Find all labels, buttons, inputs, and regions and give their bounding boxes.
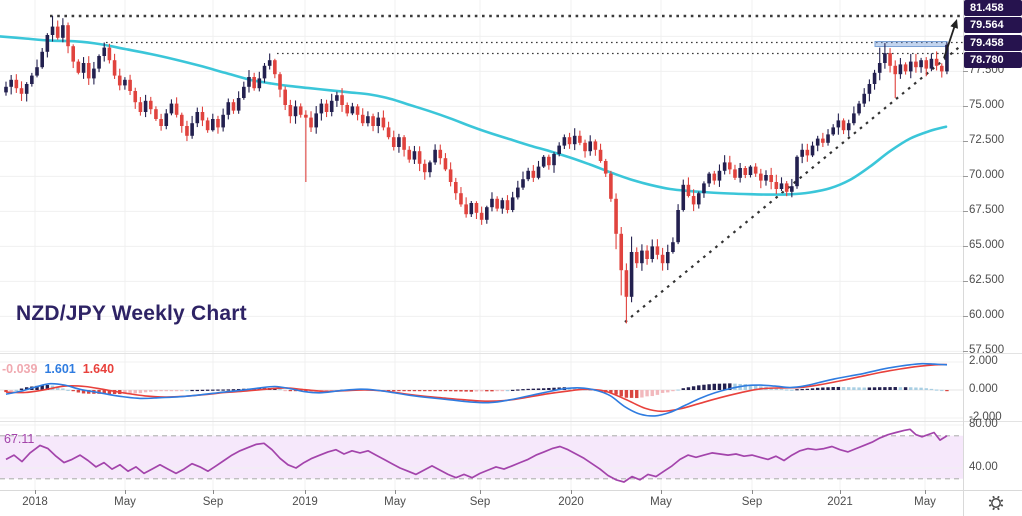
rsi-axis-label: 80.00 [969,418,998,430]
rsi-band [0,424,963,480]
x-axis-label: 2019 [292,496,318,508]
y-axis-label: 67.500 [969,204,1005,217]
gridlines-layer [0,0,963,490]
x-axis-label: 2021 [827,496,853,508]
y-axis-tick [963,176,968,178]
y-axis-label: 70.000 [969,169,1005,182]
x-axis-label: Sep [202,496,224,508]
price-tag: 78.780 [964,52,1022,68]
breakout-arrow-icon[interactable] [943,19,958,59]
x-axis-label: May [914,496,936,508]
x-axis-label: May [114,496,136,508]
y-axis-label: 75.000 [969,99,1005,112]
candles-layer [4,15,949,324]
gear-icon [988,495,1004,511]
rsi-value: 67.11 [4,432,35,446]
x-axis-tick [125,490,126,494]
x-axis-label: 2018 [22,496,48,508]
x-axis-tick [305,490,306,494]
x-axis-tick [35,490,36,494]
trendline[interactable] [624,43,963,323]
x-axis-tick [925,490,926,494]
x-axis-tick [752,490,753,494]
y-axis-label: 57.500 [969,344,1005,357]
macd-signal-value: 1.640 [82,362,115,376]
price-tag: 79.458 [964,35,1022,51]
dotted-level-rays[interactable] [50,14,963,55]
macd-indicator-values: -0.039 1.601 1.640 [2,362,121,376]
price-tag: 79.564 [964,17,1022,33]
y-axis-tick [963,281,968,283]
macd-axis-label: 2.000 [969,355,998,367]
price-tag: 81.458 [964,0,1022,16]
x-axis-label: May [384,496,406,508]
x-axis-tick [395,490,396,494]
macd-line-value: 1.601 [44,362,76,376]
chart-title: NZD/JPY Weekly Chart [16,302,247,325]
y-axis-label: 60.000 [969,309,1005,322]
y-axis-tick [963,71,968,73]
settings-button[interactable] [982,492,1010,514]
x-axis-label: 2020 [558,496,584,508]
y-axis-label: 65.000 [969,239,1005,252]
x-axis-tick [571,490,572,494]
x-axis-tick [840,490,841,494]
x-axis-tick [480,490,481,494]
y-axis-tick [963,211,968,213]
macd-histogram-value: -0.039 [2,362,38,376]
x-axis-tick [213,490,214,494]
rsi-axis-label: 40.00 [969,461,998,473]
rsi-line [5,428,948,483]
macd-lines [5,362,948,417]
y-axis-tick [963,351,968,353]
x-axis-label: May [650,496,672,508]
y-axis-tick [963,316,968,318]
x-axis-tick [661,490,662,494]
y-axis-tick [963,141,968,143]
x-axis-label: Sep [741,496,763,508]
macd-axis-label: -2.000 [969,411,1002,423]
resistance-zone[interactable] [874,41,948,48]
macd-axis-label: 0.000 [969,383,998,395]
x-axis-label: Sep [469,496,491,508]
y-axis-label: 62.500 [969,274,1005,287]
moving-average-line [0,35,948,196]
y-axis-tick [963,106,968,108]
y-axis-label: 72.500 [969,134,1005,147]
y-axis-tick [963,246,968,248]
